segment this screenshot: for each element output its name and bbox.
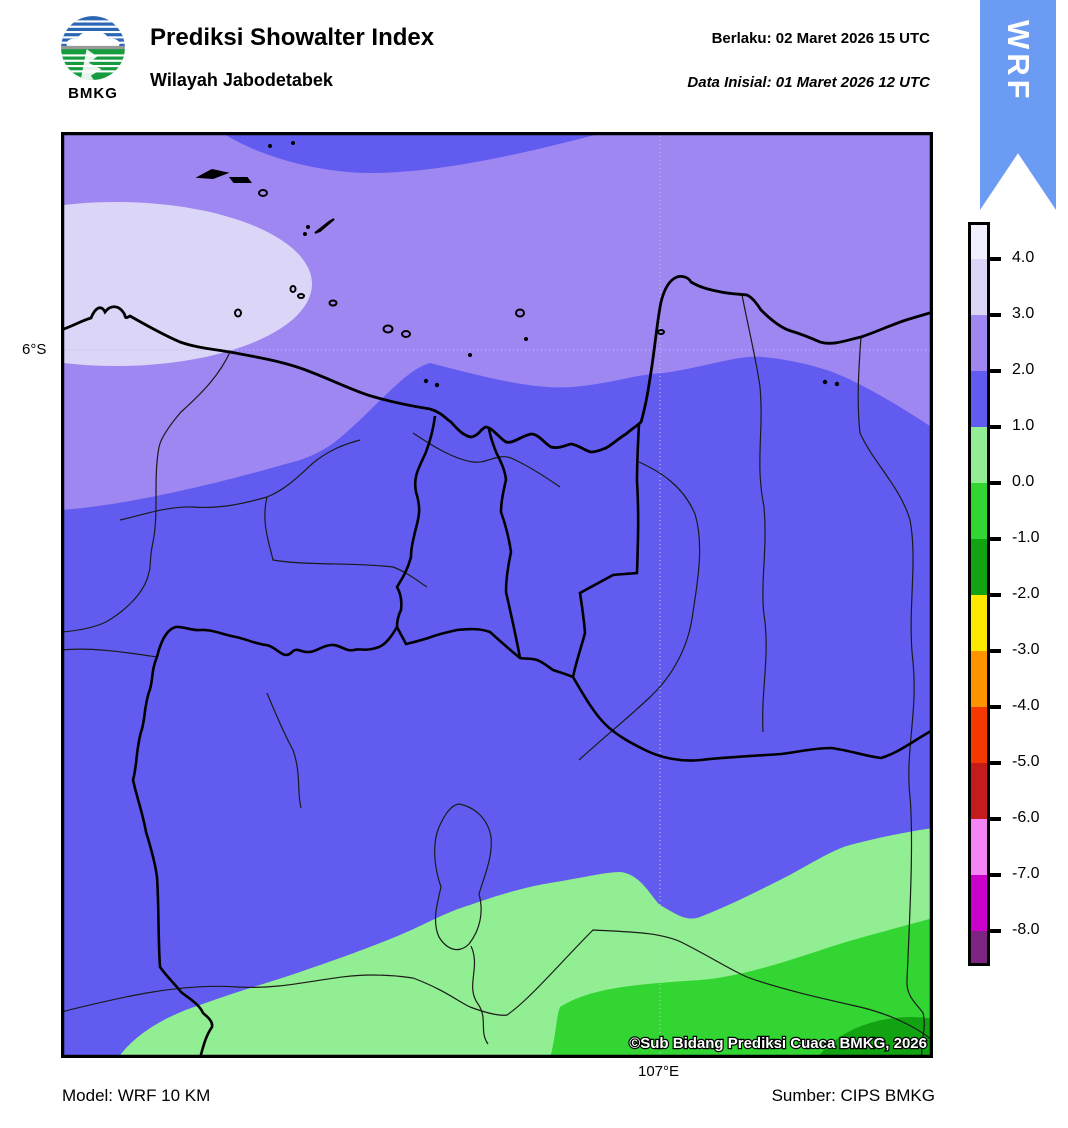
colorbar-segment — [971, 225, 987, 259]
bmkg-logo: BMKG — [48, 14, 138, 110]
colorbar-segment — [971, 427, 987, 483]
colorbar-tick — [990, 537, 1001, 541]
colorbar: 4.0 3.0 2.0 1.0 0.0 -1.0 -2.0 -3.0 -4.0 -5.0 -6.0 -… — [968, 222, 1068, 972]
colorbar-tick-label: -1.0 — [1012, 529, 1040, 546]
colorbar-segment — [971, 875, 987, 931]
map-canvas: ©Sub Bidang Prediksi Cuaca BMKG, 2026 — [0, 131, 1016, 1128]
wrf-ribbon: WRF — [980, 0, 1056, 210]
colorbar-tick-label: -6.0 — [1012, 809, 1040, 826]
colorbar-tick-label: -3.0 — [1012, 641, 1040, 658]
fill-si-1-2-main — [61, 356, 933, 1058]
colorbar-segment — [971, 539, 987, 595]
lon-tick-label: 107°E — [638, 1063, 680, 1080]
colorbar-tick — [990, 313, 1001, 317]
copyright-text: ©Sub Bidang Prediksi Cuaca BMKG, 2026 — [629, 1035, 927, 1052]
colorbar-tick-label: 1.0 — [1012, 417, 1035, 434]
colorbar-tick-label: -5.0 — [1012, 753, 1040, 770]
colorbar-tick-label: -7.0 — [1012, 865, 1040, 882]
colorbar-tick — [990, 761, 1001, 765]
colorbar-segment — [971, 763, 987, 819]
colorbar-tick — [990, 873, 1001, 877]
colorbar-tick — [990, 929, 1001, 933]
colorbar-segment — [971, 707, 987, 763]
bmkg-logo-label: BMKG — [68, 85, 118, 102]
colorbar-tick — [990, 425, 1001, 429]
page-title: Prediksi Showalter Index — [150, 24, 435, 51]
colorbar-tick-label: -2.0 — [1012, 585, 1040, 602]
bmkg-logo-icon — [61, 16, 125, 80]
colorbar-tick — [990, 481, 1001, 485]
colorbar-tick-label: 0.0 — [1012, 473, 1035, 490]
lat-tick-label: 6°S — [22, 341, 47, 358]
colorbar-segment — [971, 315, 987, 371]
fill-si-3-4 — [0, 202, 312, 366]
islands — [195, 141, 840, 388]
colorbar-bar — [968, 222, 990, 966]
fill-si-m1-0 — [550, 918, 933, 1058]
colorbar-segment — [971, 819, 987, 875]
colorbar-tick-label: -4.0 — [1012, 697, 1040, 714]
valid-time: Berlaku: 02 Maret 2026 15 UTC — [711, 30, 930, 47]
province-boundaries — [131, 415, 934, 1059]
colorbar-tick — [990, 257, 1001, 261]
forecast-map: ©Sub Bidang Prediksi Cuaca BMKG, 2026 — [0, 131, 1016, 1128]
contour-fills — [0, 132, 1016, 1128]
district-boundaries — [60, 294, 933, 1059]
page-subtitle: Wilayah Jabodetabek — [150, 70, 333, 90]
colorbar-tick — [990, 593, 1001, 597]
coastline — [60, 274, 934, 454]
init-time: Data Inisial: 01 Maret 2026 12 UTC — [687, 74, 930, 91]
colorbar-tick-label: 4.0 — [1012, 249, 1035, 266]
colorbar-tick-label: 3.0 — [1012, 305, 1035, 322]
colorbar-tick-label: 2.0 — [1012, 361, 1035, 378]
colorbar-tick — [990, 817, 1001, 821]
colorbar-tick — [990, 705, 1001, 709]
colorbar-segment — [971, 259, 987, 315]
gridlines — [61, 132, 933, 1058]
colorbar-segment — [971, 651, 987, 707]
map-border — [60, 131, 934, 1059]
model-label: Model: WRF 10 KM — [62, 1086, 211, 1105]
colorbar-segment — [971, 595, 987, 651]
fill-si-1-2-north — [221, 132, 606, 173]
colorbar-segment — [971, 931, 987, 963]
colorbar-segment — [971, 371, 987, 427]
colorbar-segment — [971, 483, 987, 539]
source-label: Sumber: CIPS BMKG — [771, 1086, 935, 1105]
colorbar-tick-label: -8.0 — [1012, 921, 1040, 938]
colorbar-tick — [990, 649, 1001, 653]
wrf-ribbon-label: WRF — [1001, 20, 1036, 103]
colorbar-tick — [990, 369, 1001, 373]
